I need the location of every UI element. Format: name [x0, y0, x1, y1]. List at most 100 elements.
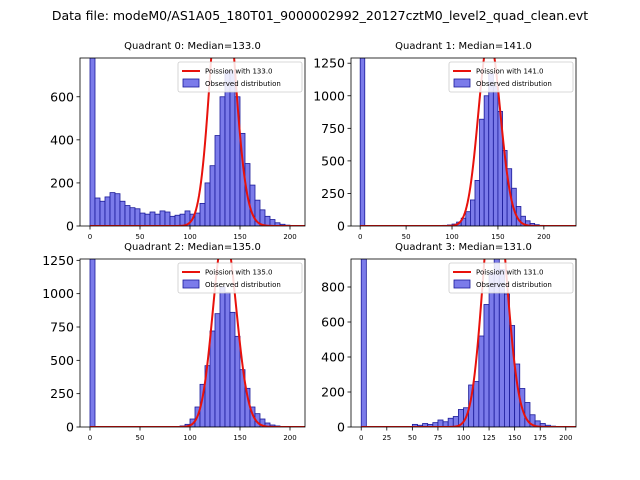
x-tick-label: 200: [559, 434, 572, 442]
histogram-bar: [492, 86, 499, 226]
histogram-bar: [359, 58, 366, 226]
y-tick-label: 0: [66, 420, 74, 435]
legend-bar-swatch: [453, 78, 471, 88]
y-tick-label: 750: [50, 320, 74, 335]
histogram-bar: [219, 96, 226, 226]
histogram-bar: [214, 135, 221, 226]
x-tick-label: 0: [358, 233, 362, 241]
histogram-bar: [229, 311, 236, 427]
legend-label-poisson: Poission with 135.0: [205, 269, 273, 277]
y-tick-label: 250: [321, 186, 345, 201]
subplot-quadrant-3: 0 25 50 75 100 125 150 175 200 0 200 400 600 800 Quadr…: [321, 242, 577, 442]
axes-frame: [79, 258, 306, 428]
subplot-grid: 0 50 100 150 200 0 200 400 600 Quadrant 0: Median…: [42, 41, 577, 442]
y-tick-label: 500: [321, 153, 345, 168]
legend-label-poisson: Poission with 131.0: [476, 269, 544, 277]
x-tick-label: 50: [136, 233, 145, 241]
histogram-bar: [447, 417, 454, 427]
x-tick-label: 200: [283, 233, 296, 241]
histogram-bar: [109, 192, 116, 226]
y-tick-label: 1000: [313, 88, 345, 103]
y-tick-label: 0: [337, 219, 345, 234]
histogram-bar: [104, 196, 111, 226]
poisson-curve: [90, 58, 305, 226]
histogram-bar: [224, 70, 231, 226]
y-tick-label: 1250: [42, 253, 74, 268]
y-tick-label: 1000: [42, 286, 74, 301]
histogram-bar: [204, 182, 211, 226]
x-tick-label: 150: [508, 434, 521, 442]
histogram-bar: [249, 184, 256, 226]
histogram-bar: [164, 211, 171, 226]
x-tick-label: 150: [491, 233, 504, 241]
histogram-bar: [465, 211, 471, 226]
legend-label-observed: Observed distribution: [476, 80, 552, 88]
histogram-bar: [219, 286, 226, 427]
subplot-title: Quadrant 0: Median=133.0: [124, 41, 261, 52]
x-tick-label: 200: [283, 434, 296, 442]
x-tick-label: 100: [183, 233, 196, 241]
x-tick-label: 125: [482, 434, 495, 442]
legend-label-observed: Observed distribution: [205, 80, 281, 88]
x-tick-label: 50: [408, 434, 417, 442]
plot-area: [89, 58, 305, 226]
histogram-bar: [89, 259, 96, 427]
legend-box: [448, 262, 574, 294]
histogram-bar: [159, 210, 166, 226]
y-tick-label: 800: [321, 280, 345, 295]
plot-area: [360, 259, 576, 427]
subplot-quadrant-0: 0 50 100 150 200 0 200 400 600 Quadrant 0: Median…: [50, 41, 306, 241]
legend-label-poisson: Poission with 141.0: [476, 68, 544, 76]
plot-area: [89, 259, 305, 427]
x-tick-label: 50: [136, 434, 145, 442]
y-tick-label: 0: [66, 219, 74, 234]
histogram-bar: [229, 70, 236, 226]
histogram-bar: [139, 212, 146, 226]
histogram-bar: [488, 272, 495, 427]
histogram-bar: [199, 202, 206, 226]
histogram-bar: [483, 304, 490, 427]
x-tick-label: 200: [537, 233, 550, 241]
x-tick-label: 100: [183, 434, 196, 442]
histogram-bar: [224, 291, 231, 427]
y-tick-label: 750: [321, 121, 345, 136]
x-tick-label: 175: [534, 434, 547, 442]
legend-bar-swatch: [453, 279, 471, 289]
subplot-title: Quadrant 2: Median=135.0: [124, 242, 261, 253]
histogram-bar: [129, 207, 136, 226]
histogram-bar: [234, 335, 241, 427]
y-tick-label: 400: [50, 132, 74, 147]
histogram-bar: [214, 313, 221, 427]
legend-label-observed: Observed distribution: [205, 281, 281, 289]
histogram-bar: [174, 214, 181, 226]
subplot-title: Quadrant 3: Median=131.0: [395, 242, 532, 253]
histogram-bar: [474, 180, 480, 226]
y-tick-label: 1250: [313, 56, 345, 71]
figure-suptitle: Data file: modeM0/AS1A05_180T01_90000029…: [52, 8, 588, 23]
subplot-quadrant-2: 0 50 100 150 200 0 250 500 750 1000 1250 Quadrant 2…: [42, 242, 306, 442]
x-tick-label: 150: [233, 233, 246, 241]
subplot-quadrant-1: 0 50 100 150 200 0 250 500 750 1000 1250 Quadrant 1…: [313, 41, 577, 241]
y-tick-label: 400: [321, 350, 345, 365]
axes-frame: [79, 57, 306, 227]
x-tick-label: 100: [445, 233, 458, 241]
legend-label-observed: Observed distribution: [476, 281, 552, 289]
histogram-bar: [94, 197, 101, 226]
y-tick-label: 250: [50, 386, 74, 401]
x-tick-label: 0: [88, 233, 92, 241]
histogram-bar: [144, 213, 151, 226]
histogram-bar: [149, 211, 156, 226]
legend: Poission with 131.0 Observed distribution: [448, 262, 574, 294]
histogram-bar: [124, 205, 131, 226]
histogram-bar: [154, 213, 161, 226]
x-tick-label: 0: [88, 434, 92, 442]
axes-frame: [350, 57, 577, 227]
legend: Poission with 133.0 Observed distribution: [177, 61, 303, 93]
y-tick-label: 600: [321, 315, 345, 330]
histogram-bar: [134, 208, 141, 226]
legend-box: [448, 61, 574, 93]
legend-box: [177, 262, 303, 294]
y-tick-label: 200: [321, 385, 345, 400]
histogram-bar: [479, 118, 485, 226]
